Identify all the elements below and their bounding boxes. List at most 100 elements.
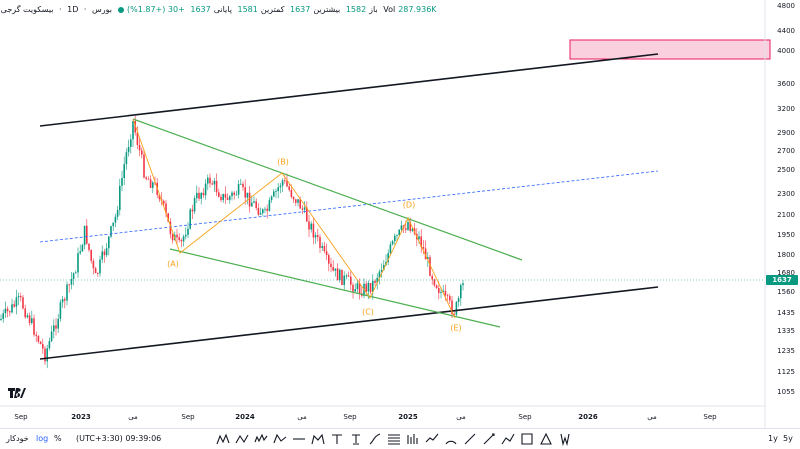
brush-icon[interactable] [368,432,382,446]
price-tick-label: 1435 [777,309,795,317]
candle-body [455,301,458,315]
candle-body [383,264,385,271]
candle-body [101,251,103,260]
candle-body [229,196,231,200]
candle-body [22,297,24,309]
candle-body [444,290,447,296]
candle-body [336,268,339,281]
head-shoulders-icon[interactable] [311,432,325,446]
candle-body [97,273,99,274]
candle-body [405,228,407,230]
trend-line-icon[interactable] [463,432,477,446]
candle-body [105,248,108,256]
candle-body [81,245,84,252]
candle-body [235,194,238,196]
candle-body [42,344,44,349]
forecast-icon[interactable] [425,432,439,446]
fib-icon[interactable] [387,432,401,446]
auto-scale-button[interactable]: خودکار [6,434,29,443]
candle-body [110,226,112,237]
triangle-pattern-icon[interactable] [539,432,553,446]
bars-pattern-icon[interactable] [406,432,420,446]
channel-midline[interactable] [39,170,659,243]
candle-body [347,275,350,277]
time-tick-label: 2024 [235,413,255,421]
triangle-upper-line[interactable] [132,118,523,261]
wave-label-a[interactable]: (A) [167,259,179,269]
ray-icon[interactable] [482,432,496,446]
candle-body [339,269,341,281]
timezone-display[interactable]: (UTC+3:30) 09:39:06 [76,434,162,443]
candle-body [369,282,372,292]
elliott-wave-path[interactable] [132,118,456,319]
candle-body [277,187,279,192]
price-tick-label: 1125 [777,368,795,376]
candle-body [246,192,249,198]
open-value: 1582 [345,5,367,14]
candle-body [132,121,134,140]
interval-label[interactable]: 1D [67,5,79,14]
symbol-name[interactable]: بیسکویت گرجی [0,5,54,14]
text-tool-icon[interactable] [330,432,344,446]
candle-body [251,202,253,207]
price-tick-label: 1335 [777,327,795,335]
percent-scale-button[interactable]: % [54,434,62,443]
wave-label-d[interactable]: (D) [402,200,416,210]
candle-body [275,191,277,192]
candle-body [427,257,429,260]
cypher-pattern-icon[interactable] [273,432,287,446]
candle-body [270,196,273,201]
price-tick-label: 3600 [777,80,795,88]
tradingview-logo-icon[interactable] [8,387,26,399]
wave-label-c[interactable]: (C) [362,307,374,317]
channel-upper-line[interactable] [39,53,659,127]
candle-body [70,278,73,285]
candle-body [440,291,442,293]
candle-body [39,341,42,345]
price-tick-label: 1680 [777,269,795,277]
candle-body [28,315,31,324]
settings-icon[interactable] [558,432,572,447]
wave-label-e[interactable]: (E) [450,323,462,333]
candle-body [121,177,123,186]
candle-body [389,244,392,254]
candle-body [127,146,130,153]
candle-body [209,177,211,184]
resistance-zone[interactable] [569,39,771,60]
horizontal-ray-icon[interactable] [292,432,306,446]
price-tick-label: 1950 [777,231,795,239]
range-5y-button[interactable]: 5y [783,434,793,443]
xabcd-pattern-icon[interactable] [216,432,230,446]
symbol-legend[interactable]: بورس · 1D · بیسکویت گرجی [0,5,112,14]
candle-body [420,236,422,248]
channel-lower-line[interactable] [39,286,659,360]
candle-body [180,239,183,242]
candle-body [152,182,154,188]
candle-body [451,300,453,315]
wave-label-b[interactable]: (B) [277,157,289,167]
candle-body [319,236,321,248]
arc-icon[interactable] [444,432,458,446]
range-1y-button[interactable]: 1y [768,434,778,443]
rectangle-icon[interactable] [520,432,534,446]
elliott-wave-icon[interactable] [254,432,268,446]
time-tick-label: 2023 [71,413,91,421]
time-tick-label: می [128,413,138,421]
candle-body [37,335,40,342]
candle-body [398,229,400,235]
candle-body [191,209,194,212]
candle-body [358,283,361,294]
candle-body [325,251,328,256]
candle-body [345,275,348,277]
candle-body [273,191,275,197]
anchored-text-icon[interactable] [349,432,363,446]
candle-body [57,318,59,329]
time-tick-label: می [297,413,307,421]
candle-body [116,210,119,217]
candle-body [266,208,268,211]
abcd-pattern-icon[interactable] [235,432,249,446]
path-icon[interactable] [501,432,515,446]
log-scale-button[interactable]: log [36,434,49,443]
triangle-lower-line[interactable] [169,248,501,328]
